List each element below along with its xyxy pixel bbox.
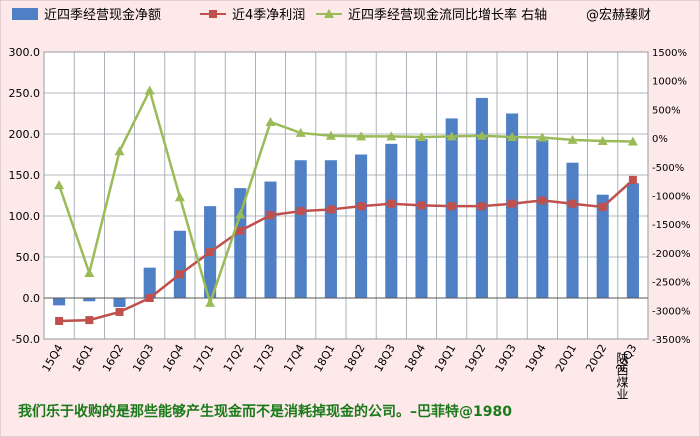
right-tick-label: 0%	[652, 134, 668, 145]
legend-author: @宏赫臻财	[586, 8, 651, 23]
bar	[475, 97, 488, 298]
net-profit-point	[447, 202, 456, 211]
net-profit-point	[55, 316, 64, 325]
growth-rate-point	[446, 131, 457, 141]
growth-rate-point	[54, 180, 65, 190]
growth-rate-point	[537, 132, 548, 142]
left-tick-label: 250.0	[9, 87, 41, 100]
legend-line1-label: 近4季净利润	[232, 8, 305, 23]
growth-rate-point	[476, 130, 487, 140]
net-profit-point	[206, 248, 215, 257]
right-tick-label: -2500%	[652, 278, 691, 289]
bar	[385, 143, 398, 298]
legend-bar-label: 近四季经营现金净额	[44, 7, 161, 23]
net-profit-point	[357, 202, 366, 211]
right-tick-label: 1000%	[652, 77, 687, 88]
bar	[626, 183, 639, 298]
left-tick-label: 100.0	[9, 210, 41, 223]
quote-text: 我们乐于收购的是那些能够产生现金而不是消耗掉现金的公司。–巴菲特@1980	[18, 403, 512, 420]
company-label: 陕西煤业	[615, 351, 629, 400]
right-tick-label: 500%	[652, 105, 681, 116]
growth-rate-point	[144, 85, 155, 95]
net-profit-point	[115, 307, 124, 316]
legend: 近四季经营现金净额 近4季净利润 近四季经营现金流同比增长率 右轴 @宏赫臻财	[12, 7, 651, 23]
growth-rate-point	[597, 135, 608, 145]
legend-line2-marker	[324, 9, 334, 18]
left-tick-label: 200.0	[9, 128, 41, 141]
growth-rate-point	[295, 127, 306, 137]
net-profit-point	[145, 294, 154, 302]
net-profit-point	[538, 196, 547, 205]
net-profit-point	[296, 207, 305, 216]
growth-rate-point	[84, 267, 95, 277]
left-tick-label: -50.0	[12, 333, 40, 346]
net-profit-point	[628, 175, 637, 184]
bar	[355, 154, 368, 298]
legend-line1-marker	[209, 10, 217, 18]
net-profit-point	[387, 199, 396, 208]
left-tick-label: 50.0	[16, 251, 41, 264]
right-tick-label: -1000%	[652, 192, 691, 203]
net-profit-point	[508, 199, 517, 208]
growth-rate-point	[416, 131, 427, 141]
bar	[294, 160, 307, 298]
right-tick-label: -3000%	[652, 306, 691, 317]
growth-rate-point	[235, 209, 246, 219]
legend-line2-label: 近四季经营现金流同比增长率 右轴	[348, 7, 547, 23]
net-profit-point	[85, 316, 94, 325]
left-tick-label: 0.0	[23, 292, 41, 305]
growth-rate-point	[265, 117, 276, 127]
right-tick-label: -1500%	[652, 220, 691, 231]
net-profit-point	[236, 226, 245, 235]
net-profit-point	[477, 202, 486, 211]
bar	[53, 298, 66, 306]
right-tick-label: -500%	[652, 163, 684, 174]
right-tick-label: -3500%	[652, 335, 691, 346]
growth-rate-point	[356, 131, 367, 141]
growth-rate-point	[205, 297, 216, 307]
growth-rate-point	[567, 134, 578, 144]
net-profit-point	[568, 199, 577, 208]
bar	[536, 139, 549, 298]
bar	[83, 298, 96, 302]
bar	[596, 194, 609, 298]
growth-rate-point	[114, 146, 125, 156]
net-profit-point	[326, 205, 335, 214]
bar	[143, 267, 156, 298]
right-tick-label: 1500%	[652, 48, 687, 59]
left-tick-label: 150.0	[9, 169, 41, 182]
bar	[415, 138, 428, 298]
series-line-growth-rate	[57, 86, 633, 308]
net-profit-point	[598, 202, 607, 211]
bar	[173, 230, 186, 298]
growth-rate-point	[627, 136, 638, 146]
left-tick-label: 300.0	[9, 46, 41, 59]
bar	[324, 160, 337, 298]
bar	[566, 162, 579, 298]
growth-rate-point	[174, 192, 185, 202]
legend-bar-swatch	[12, 8, 38, 20]
series-line-net-profit	[59, 178, 634, 323]
bar	[264, 181, 277, 298]
net-profit-point	[175, 270, 184, 279]
net-profit-point	[417, 201, 426, 210]
growth-rate-point	[507, 131, 518, 141]
bar	[113, 298, 126, 308]
growth-rate-point	[325, 130, 336, 140]
net-profit-point	[266, 211, 275, 220]
right-tick-label: -2000%	[652, 249, 691, 260]
growth-rate-point	[386, 131, 397, 141]
